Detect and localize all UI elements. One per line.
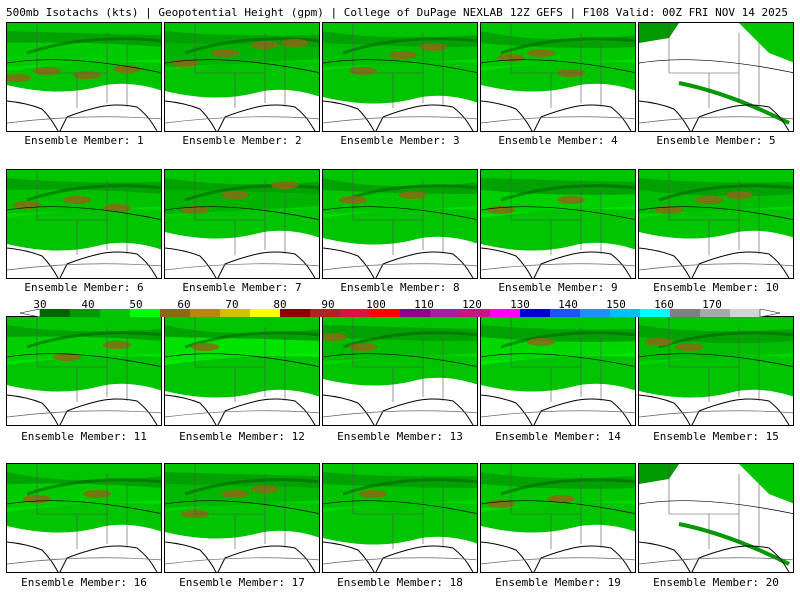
- ensemble-member-label: Ensemble Member: 13: [337, 430, 463, 443]
- colorbar-swatch: [460, 309, 490, 317]
- ensemble-member-label: Ensemble Member: 17: [179, 576, 305, 589]
- colorbar-swatch: [610, 309, 640, 317]
- ensemble-member-label: Ensemble Member: 19: [495, 576, 621, 589]
- colorbar-swatch: [100, 309, 130, 317]
- ensemble-member-map: [164, 169, 320, 279]
- ensemble-member-label: Ensemble Member: 3: [340, 134, 460, 147]
- ensemble-member-label: Ensemble Member: 18: [337, 576, 463, 589]
- colorbar-tick-label: 140: [558, 298, 578, 311]
- colorbar-tick-label: 70: [225, 298, 239, 311]
- ensemble-member-map: [638, 316, 794, 426]
- colorbar-swatch: [310, 309, 340, 317]
- colorbar-swatch: [130, 309, 160, 317]
- isotach-colorbar: 30 40 50 60 70 80 90 100 110 120 130 140 150 160 170: [20, 298, 790, 320]
- colorbar-tick-label: 130: [510, 298, 530, 311]
- ensemble-member-label: Ensemble Member: 4: [498, 134, 618, 147]
- colorbar-tick-label: 60: [177, 298, 191, 311]
- colorbar-swatch: [640, 309, 670, 317]
- colorbar-swatch: [400, 309, 430, 317]
- ensemble-member-label: Ensemble Member: 6: [24, 281, 144, 294]
- colorbar-tick-label: 30: [33, 298, 47, 311]
- colorbar-swatch: [340, 309, 370, 317]
- colorbar-swatch: [220, 309, 250, 317]
- ensemble-member-label: Ensemble Member: 12: [179, 430, 305, 443]
- ensemble-member-map: [322, 316, 478, 426]
- ensemble-member-label: Ensemble Member: 10: [653, 281, 779, 294]
- colorbar-tick-label: 160: [654, 298, 674, 311]
- colorbar-swatch: [40, 309, 70, 317]
- colorbar-swatch: [700, 309, 730, 317]
- ensemble-member-label: Ensemble Member: 8: [340, 281, 460, 294]
- ensemble-member-label: Ensemble Member: 5: [656, 134, 776, 147]
- ensemble-member-label: Ensemble Member: 9: [498, 281, 618, 294]
- colorbar-swatch: [160, 309, 190, 317]
- colorbar-swatch: [280, 309, 310, 317]
- colorbar-tick-label: 110: [414, 298, 434, 311]
- colorbar-tick-label: 80: [273, 298, 287, 311]
- colorbar-swatch: [730, 309, 760, 317]
- ensemble-member-map: [164, 463, 320, 573]
- run-valid-time: 12Z GEFS | F108 Valid: 00Z FRI NOV 14 20…: [509, 6, 788, 19]
- colorbar-swatch: [190, 309, 220, 317]
- map-header: 500mb Isotachs (kts) | Geopotential Heig…: [6, 2, 794, 22]
- colorbar-tick-label: 40: [81, 298, 95, 311]
- colorbar-tick-label: 50: [129, 298, 143, 311]
- ensemble-member-map: [638, 22, 794, 132]
- ensemble-member-map: [322, 463, 478, 573]
- colorbar-tick-label: 100: [366, 298, 386, 311]
- ensemble-member-label: Ensemble Member: 20: [653, 576, 779, 589]
- ensemble-member-map: [480, 169, 636, 279]
- ensemble-member-map: [164, 316, 320, 426]
- ensemble-member-map: [480, 316, 636, 426]
- colorbar-swatch: [70, 309, 100, 317]
- colorbar-swatch: [670, 309, 700, 317]
- colorbar-swatch: [490, 309, 520, 317]
- ensemble-member-label: Ensemble Member: 11: [21, 430, 147, 443]
- colorbar-tick-label: 170: [702, 298, 722, 311]
- ensemble-member-map: [6, 463, 162, 573]
- colorbar-tick-label: 120: [462, 298, 482, 311]
- colorbar-swatch: [370, 309, 400, 317]
- map-title: 500mb Isotachs (kts) | Geopotential Heig…: [6, 6, 503, 19]
- colorbar-swatch: [580, 309, 610, 317]
- ensemble-member-map: [164, 22, 320, 132]
- ensemble-member-label: Ensemble Member: 16: [21, 576, 147, 589]
- colorbar-swatches: [20, 309, 780, 317]
- ensemble-member-map: [638, 463, 794, 573]
- colorbar-tick-label: 90: [321, 298, 335, 311]
- ensemble-member-map: [480, 463, 636, 573]
- ensemble-member-label: Ensemble Member: 1: [24, 134, 144, 147]
- ensemble-member-map: [480, 22, 636, 132]
- ensemble-member-label: Ensemble Member: 14: [495, 430, 621, 443]
- ensemble-member-label: Ensemble Member: 15: [653, 430, 779, 443]
- colorbar-tick-label: 150: [606, 298, 626, 311]
- ensemble-member-map: [638, 169, 794, 279]
- ensemble-member-map: [6, 22, 162, 132]
- ensemble-member-map: [6, 316, 162, 426]
- colorbar-swatch: [520, 309, 550, 317]
- ensemble-member-map: [322, 22, 478, 132]
- colorbar-swatch: [250, 309, 280, 317]
- ensemble-member-label: Ensemble Member: 7: [182, 281, 302, 294]
- ensemble-member-label: Ensemble Member: 2: [182, 134, 302, 147]
- colorbar-swatch: [430, 309, 460, 317]
- colorbar-swatch: [550, 309, 580, 317]
- ensemble-member-map: [6, 169, 162, 279]
- ensemble-member-map: [322, 169, 478, 279]
